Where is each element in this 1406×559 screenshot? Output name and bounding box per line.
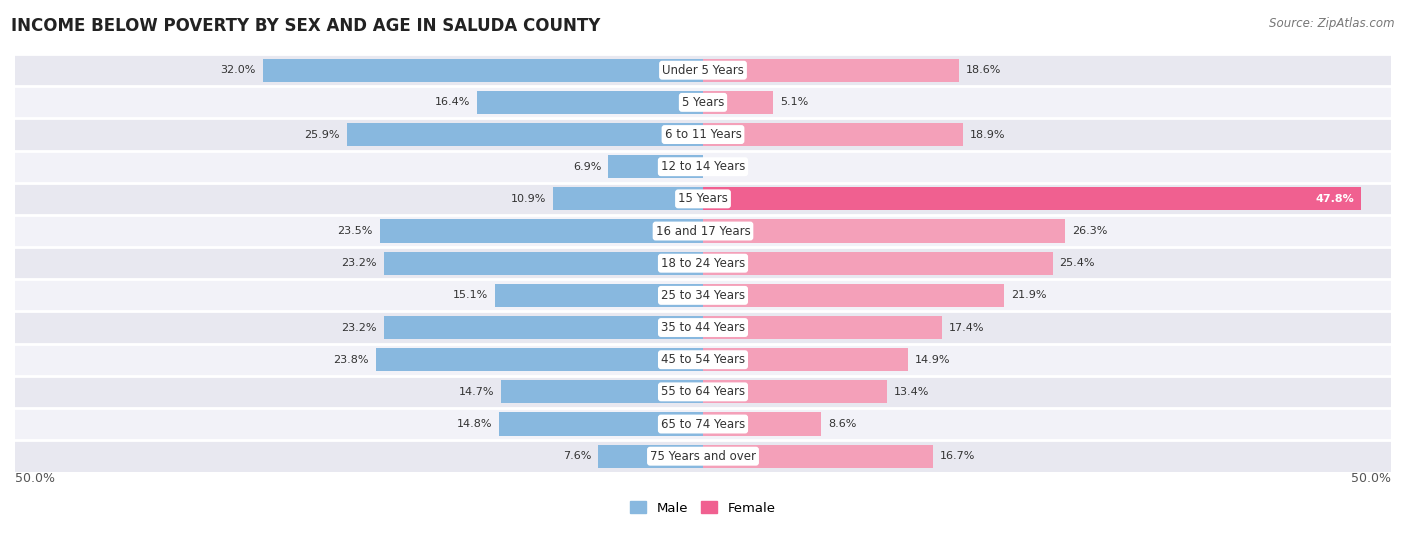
Bar [703, 91, 773, 114]
Text: 65 to 74 Years: 65 to 74 Years [661, 418, 745, 430]
Text: 15 Years: 15 Years [678, 192, 728, 205]
Bar [15, 280, 1391, 311]
Text: 75 Years and over: 75 Years and over [650, 449, 756, 463]
Bar [703, 220, 1064, 243]
Text: 50.0%: 50.0% [15, 472, 55, 485]
Text: 15.1%: 15.1% [453, 290, 488, 300]
Bar [599, 444, 703, 468]
Text: 0.0%: 0.0% [710, 162, 738, 172]
Text: 21.9%: 21.9% [1011, 290, 1046, 300]
Text: 18 to 24 Years: 18 to 24 Years [661, 257, 745, 269]
Bar [703, 316, 942, 339]
Text: 23.8%: 23.8% [333, 355, 368, 364]
Bar [703, 348, 908, 371]
Text: 6 to 11 Years: 6 to 11 Years [665, 128, 741, 141]
Text: 45 to 54 Years: 45 to 54 Years [661, 353, 745, 366]
Text: 5 Years: 5 Years [682, 96, 724, 109]
Bar [384, 316, 703, 339]
Bar [15, 440, 1391, 472]
Bar [15, 86, 1391, 119]
Text: 18.9%: 18.9% [970, 130, 1005, 140]
Text: 23.2%: 23.2% [342, 323, 377, 333]
Bar [553, 187, 703, 210]
Bar [15, 183, 1391, 215]
Text: 12 to 14 Years: 12 to 14 Years [661, 160, 745, 173]
Text: 35 to 44 Years: 35 to 44 Years [661, 321, 745, 334]
Bar [703, 413, 821, 435]
Bar [703, 123, 963, 146]
Bar [384, 252, 703, 275]
Bar [501, 380, 703, 404]
Text: 16.4%: 16.4% [434, 97, 471, 107]
Text: 55 to 64 Years: 55 to 64 Years [661, 385, 745, 399]
Text: 14.8%: 14.8% [457, 419, 492, 429]
Bar [703, 444, 932, 468]
Text: 13.4%: 13.4% [894, 387, 929, 397]
Bar [15, 54, 1391, 86]
Text: 14.7%: 14.7% [458, 387, 494, 397]
Bar [477, 91, 703, 114]
Text: 18.6%: 18.6% [966, 65, 1001, 75]
Bar [15, 408, 1391, 440]
Bar [347, 123, 703, 146]
Bar [499, 413, 703, 435]
Text: 25 to 34 Years: 25 to 34 Years [661, 289, 745, 302]
Bar [15, 311, 1391, 344]
Bar [15, 376, 1391, 408]
Bar [375, 348, 703, 371]
Legend: Male, Female: Male, Female [626, 496, 780, 520]
Bar [15, 150, 1391, 183]
Text: 7.6%: 7.6% [564, 451, 592, 461]
Text: 23.5%: 23.5% [337, 226, 373, 236]
Text: 6.9%: 6.9% [572, 162, 602, 172]
Text: 17.4%: 17.4% [949, 323, 984, 333]
Bar [15, 215, 1391, 247]
Text: 14.9%: 14.9% [915, 355, 950, 364]
Text: 5.1%: 5.1% [780, 97, 808, 107]
Text: 16 and 17 Years: 16 and 17 Years [655, 225, 751, 238]
Bar [703, 284, 1004, 307]
Bar [703, 187, 1361, 210]
Text: 32.0%: 32.0% [221, 65, 256, 75]
Text: 25.4%: 25.4% [1059, 258, 1095, 268]
Bar [15, 247, 1391, 280]
Bar [263, 59, 703, 82]
Text: 8.6%: 8.6% [828, 419, 856, 429]
Bar [495, 284, 703, 307]
Text: Source: ZipAtlas.com: Source: ZipAtlas.com [1270, 17, 1395, 30]
Bar [15, 344, 1391, 376]
Bar [15, 119, 1391, 150]
Text: 25.9%: 25.9% [304, 130, 340, 140]
Text: 10.9%: 10.9% [510, 194, 546, 204]
Bar [703, 380, 887, 404]
Bar [703, 59, 959, 82]
Bar [380, 220, 703, 243]
Bar [703, 252, 1053, 275]
Bar [607, 155, 703, 178]
Text: 16.7%: 16.7% [939, 451, 974, 461]
Text: 23.2%: 23.2% [342, 258, 377, 268]
Text: 50.0%: 50.0% [1351, 472, 1391, 485]
Text: Under 5 Years: Under 5 Years [662, 64, 744, 77]
Text: INCOME BELOW POVERTY BY SEX AND AGE IN SALUDA COUNTY: INCOME BELOW POVERTY BY SEX AND AGE IN S… [11, 17, 600, 35]
Text: 47.8%: 47.8% [1315, 194, 1354, 204]
Text: 26.3%: 26.3% [1071, 226, 1107, 236]
